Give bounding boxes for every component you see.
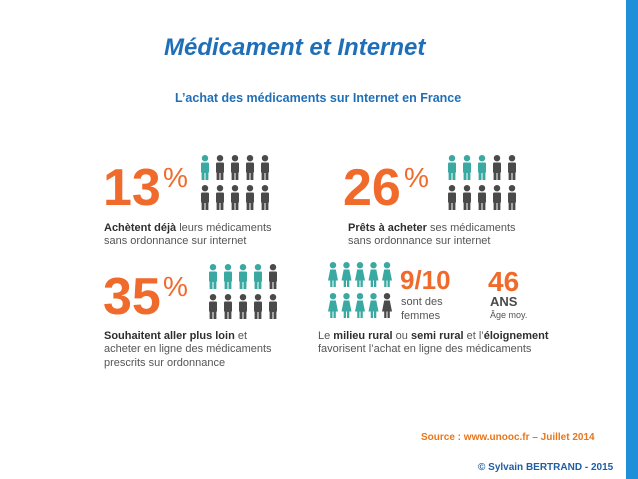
woman-icon bbox=[382, 293, 392, 318]
woman-icon bbox=[382, 262, 392, 287]
person-icon bbox=[246, 185, 254, 210]
person-icon bbox=[239, 264, 247, 289]
women-fraction: 9/10 bbox=[400, 265, 451, 295]
person-icon bbox=[224, 294, 232, 319]
stat-caption: acheter en ligne des médicaments bbox=[104, 343, 272, 355]
person-icon bbox=[463, 155, 471, 180]
woman-icon bbox=[355, 293, 365, 318]
right-accent-bar bbox=[626, 0, 638, 479]
stat-caption: sans ordonnance sur internet bbox=[104, 235, 246, 247]
stat-caption: prescrits sur ordonnance bbox=[104, 357, 225, 369]
person-icon bbox=[261, 185, 269, 210]
svg-text:Prêts à acheter ses médicament: Prêts à acheter ses médicaments bbox=[348, 222, 516, 234]
person-icon bbox=[254, 294, 262, 319]
person-icon bbox=[216, 155, 224, 180]
women-grid bbox=[328, 262, 392, 318]
person-icon bbox=[231, 155, 239, 180]
people-grid bbox=[209, 264, 277, 319]
stat-26: 26 % Prêts à acheter ses médicaments san… bbox=[343, 155, 516, 247]
woman-icon bbox=[328, 262, 338, 287]
slide-title: Médicament et Internet bbox=[164, 34, 426, 61]
rural-caption: Le milieu rural ou semi rural et l’éloig… bbox=[318, 330, 549, 355]
woman-icon bbox=[341, 293, 352, 318]
person-icon bbox=[239, 294, 247, 319]
person-icon bbox=[254, 264, 262, 289]
age-label: Âge moy. bbox=[490, 310, 527, 320]
person-icon bbox=[269, 294, 277, 319]
stat-unit: % bbox=[163, 271, 188, 302]
source-credit: Source : www.unooc.fr – Juillet 2014 bbox=[421, 432, 595, 443]
person-icon bbox=[209, 294, 217, 319]
people-grid bbox=[201, 155, 269, 210]
person-icon bbox=[224, 264, 232, 289]
person-icon bbox=[231, 185, 239, 210]
slide-subtitle: L’achat des médicaments sur Internet en … bbox=[175, 91, 462, 105]
svg-text:Achètent déjà leurs médicament: Achètent déjà leurs médicaments bbox=[104, 222, 272, 234]
woman-icon bbox=[368, 262, 379, 287]
person-icon bbox=[493, 155, 501, 180]
person-icon bbox=[209, 264, 217, 289]
stat-unit: % bbox=[163, 162, 188, 193]
person-icon bbox=[448, 155, 456, 180]
women-label: sont des bbox=[401, 296, 443, 308]
person-icon bbox=[463, 185, 471, 210]
person-icon bbox=[261, 155, 269, 180]
svg-text:Le milieu rural ou semi rural: Le milieu rural ou semi rural et l’éloig… bbox=[318, 330, 549, 342]
person-icon bbox=[246, 155, 254, 180]
stat-value: 35 bbox=[103, 268, 161, 326]
stat-unit: % bbox=[404, 162, 429, 193]
woman-icon bbox=[341, 262, 352, 287]
person-icon bbox=[478, 155, 486, 180]
stat-value: 26 bbox=[343, 159, 401, 217]
person-icon bbox=[508, 155, 516, 180]
rural-caption-line: favorisent l’achat en ligne des médicame… bbox=[318, 343, 532, 355]
svg-text:Souhaitent aller plus loin et: Souhaitent aller plus loin et bbox=[104, 330, 247, 342]
person-icon bbox=[448, 185, 456, 210]
age-unit: ANS bbox=[490, 294, 518, 309]
stat-value: 13 bbox=[103, 159, 161, 217]
person-icon bbox=[201, 185, 209, 210]
person-icon bbox=[508, 185, 516, 210]
age-stat: 46 ANS Âge moy. bbox=[488, 266, 527, 320]
person-icon bbox=[493, 185, 501, 210]
copyright: © Sylvain BERTRAND - 2015 bbox=[478, 462, 614, 473]
women-label: femmes bbox=[401, 310, 441, 322]
person-icon bbox=[201, 155, 209, 180]
stat-caption: sans ordonnance sur internet bbox=[348, 235, 490, 247]
people-grid bbox=[448, 155, 516, 210]
person-icon bbox=[478, 185, 486, 210]
person-icon bbox=[216, 185, 224, 210]
stat-13: 13 % Achètent déjà leurs médicaments san… bbox=[103, 155, 272, 247]
woman-icon bbox=[368, 293, 379, 318]
women-stat: 9/10 sont des femmes bbox=[328, 262, 451, 322]
woman-icon bbox=[355, 262, 365, 287]
person-icon bbox=[269, 264, 277, 289]
stat-35: 35 % Souhaitent aller plus loin et achet… bbox=[103, 264, 277, 369]
woman-icon bbox=[328, 293, 338, 318]
age-value: 46 bbox=[488, 266, 519, 297]
